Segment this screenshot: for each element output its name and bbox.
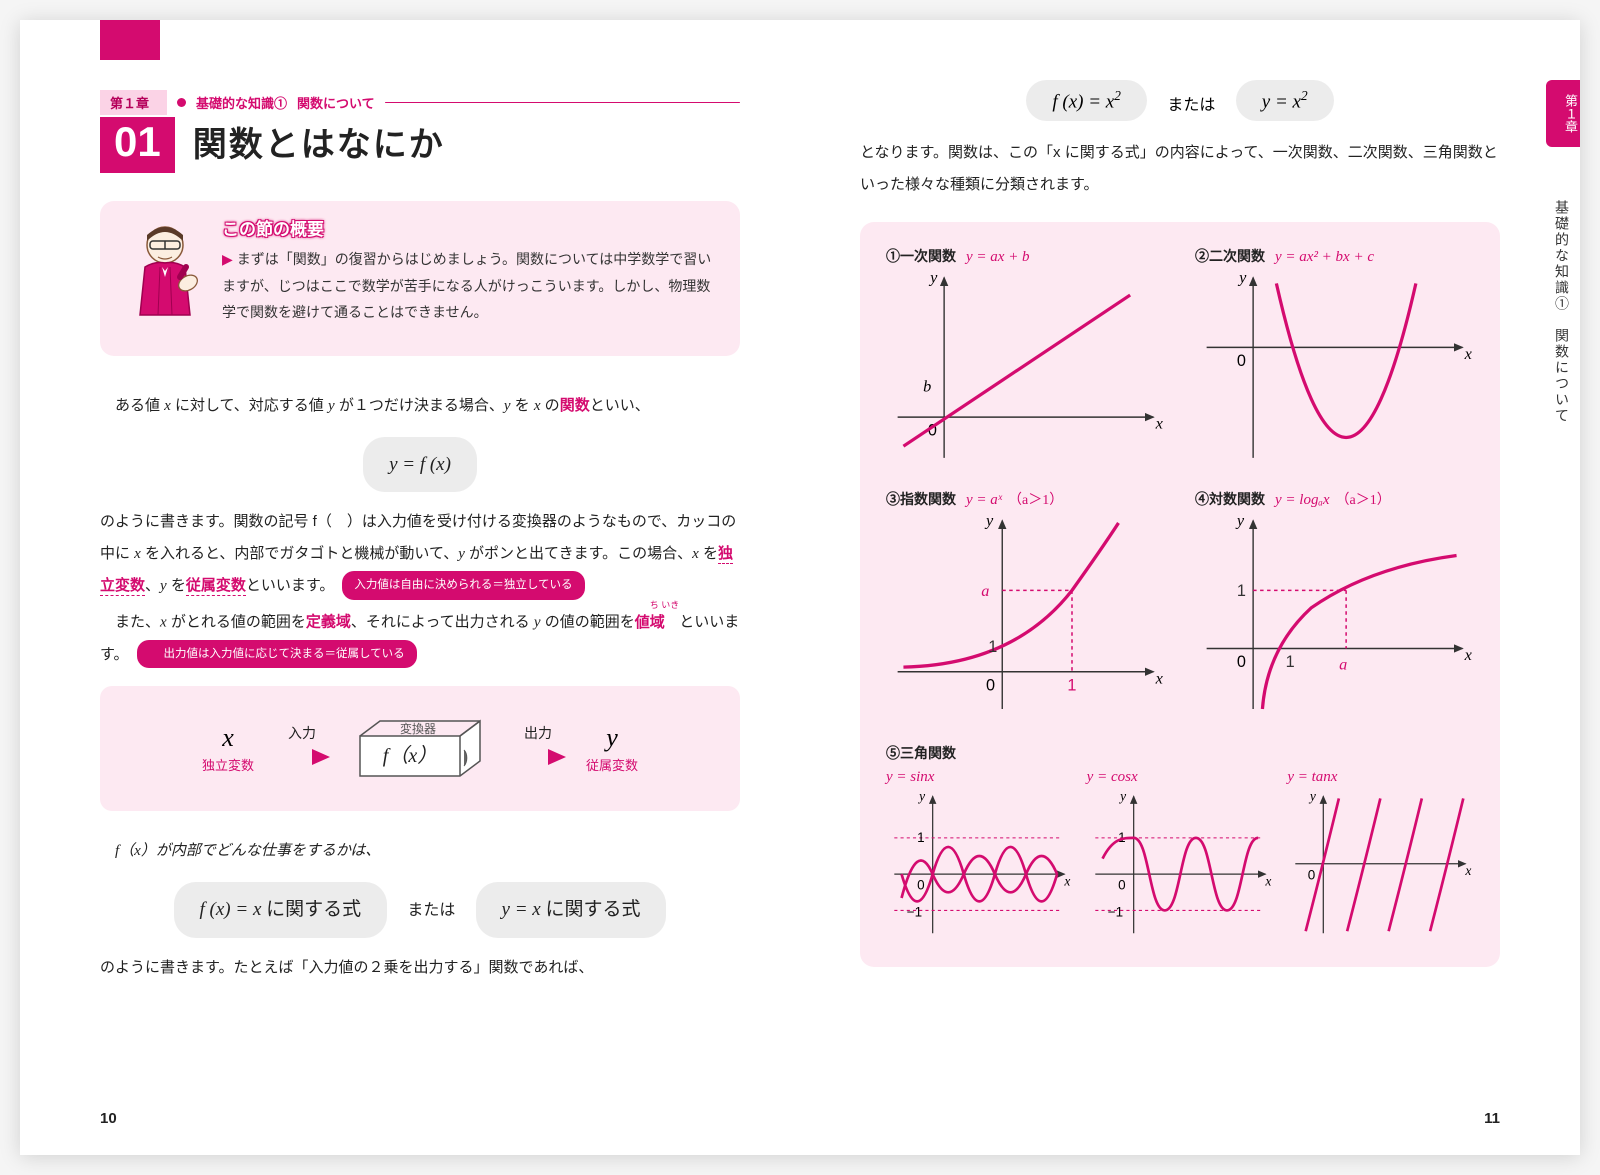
svg-text:b: b [923, 378, 931, 396]
svg-text:0: 0 [986, 676, 995, 694]
fb-output-var: y 従属変数 [586, 723, 638, 774]
p3: また、x がとれる値の範囲を定義域、それによって出力される y の値の範囲をち … [100, 603, 740, 671]
overview-content: この節の概要 ▶まずは「関数」の復習からはじめましょう。関数については中学数学で… [222, 215, 720, 340]
svg-text:f（x）: f（x） [383, 744, 437, 767]
p4: f（x）が内部でどんな仕事をするかは、 [100, 835, 740, 868]
svg-text:y: y [1235, 511, 1245, 529]
formula-y-x2: y = x2 [1236, 80, 1334, 121]
chart-logarithmic: ④対数関数y = logₐx（a＞1） x y 0 1 1 a [1195, 489, 1474, 723]
bc-dot-icon [177, 98, 186, 107]
page-spread: 第１章 基礎的な知識① 関数について 01 関数とはなにか [20, 20, 1580, 1155]
svg-text:1: 1 [988, 638, 997, 656]
svg-text:y: y [1118, 789, 1126, 804]
chart-exponential: ③指数関数y = aˣ（a＞1） x y 0 a 1 1 [886, 489, 1165, 723]
bc-knowledge: 基礎的な知識① [196, 93, 287, 112]
right-chapter-tab: 第１章 [1546, 80, 1580, 147]
chart-tan: y = tanx x y 0 [1287, 769, 1474, 947]
overview-title: この節の概要 [222, 215, 720, 240]
overview-body: ▶まずは「関数」の復習からはじめましょう。関数については中学数学で習いますが、じ… [222, 246, 720, 326]
formula-row-3: f (x) = x2 または y = x2 [860, 80, 1500, 121]
svg-text:−1: −1 [1107, 905, 1122, 920]
overview-box: この節の概要 ▶まずは「関数」の復習からはじめましょう。関数については中学数学で… [100, 201, 740, 356]
svg-text:x: x [1464, 345, 1473, 363]
page-left: 第１章 基礎的な知識① 関数について 01 関数とはなにか [20, 20, 800, 1155]
chart-row-2: ③指数関数y = aˣ（a＞1） x y 0 a 1 1 [886, 489, 1474, 723]
svg-text:x: x [1155, 415, 1164, 433]
svg-text:y: y [928, 269, 938, 287]
formula-row-2: f (x) = x に関する式 または y = x に関する式 [100, 882, 740, 938]
chart-trig-section: ⑤三角関数 y = sinx x y 0 1 −1 [886, 743, 1474, 947]
bc-topic: 関数について [297, 93, 375, 112]
svg-text:変換器: 変換器 [400, 721, 436, 736]
svg-text:a: a [981, 582, 989, 600]
chart-sin: y = sinx x y 0 1 −1 [886, 769, 1073, 947]
chapter-tab [100, 20, 160, 60]
svg-text:0: 0 [917, 878, 925, 893]
right-subtitle: 基礎的な知識① 関数について [1552, 200, 1572, 424]
svg-text:1: 1 [917, 830, 925, 845]
callout-dependent: 出力値は入力値に応じて決まる＝従属している [137, 640, 417, 668]
page-number-left: 10 [100, 1110, 117, 1127]
p2: のように書きます。関数の記号 f（ ）は入力値を受け付ける変換器のようなもので、… [100, 506, 740, 603]
function-box-diagram: x 独立変数 入力 変換器 f（x） 出力 y [100, 686, 740, 811]
chart-panel: ①一次関数y = ax + b x y 0 b ②二次関数y = ax² + b… [860, 222, 1500, 966]
formula-fx-x2: f (x) = x2 [1026, 80, 1147, 121]
section-header: 01 関数とはなにか [100, 117, 740, 173]
p5: のように書きます。たとえば「入力値の２乗を出力する」関数であれば、 [100, 952, 740, 984]
svg-text:0: 0 [1237, 653, 1246, 671]
body-text-2: f（x）が内部でどんな仕事をするかは、 f (x) = x に関する式 または … [100, 835, 740, 983]
svg-text:x: x [1465, 863, 1472, 878]
chart-linear: ①一次関数y = ax + b x y 0 b [886, 246, 1165, 469]
body-text: ある値 x に対して、対応する値 y が１つだけ決まる場合、y を x の関数と… [100, 390, 740, 670]
svg-text:0: 0 [1308, 868, 1316, 883]
svg-text:y: y [1308, 789, 1316, 804]
right-p1: となります。関数は、この「x に関する式」の内容によって、一次関数、二次関数、三… [860, 137, 1500, 200]
bc-chapter: 第１章 [100, 90, 167, 115]
formula-yfx: y = f (x) [100, 437, 740, 493]
chart-cos: y = cosx x y 0 1 −1 [1087, 769, 1274, 947]
formula-fx-expr: f (x) = x に関する式 [174, 882, 388, 938]
page-right: 第１章 基礎的な知識① 関数について f (x) = x2 または y = x2… [800, 20, 1580, 1155]
breadcrumb: 第１章 基礎的な知識① 関数について [100, 90, 740, 115]
teacher-illustration [120, 215, 210, 340]
svg-text:y: y [917, 789, 925, 804]
chart-row-1: ①一次関数y = ax + b x y 0 b ②二次関数y = ax² + b… [886, 246, 1474, 469]
svg-text:0: 0 [1118, 878, 1126, 893]
right-body: となります。関数は、この「x に関する式」の内容によって、一次関数、二次関数、三… [860, 137, 1500, 200]
svg-text:x: x [1063, 874, 1070, 889]
page-number-right: 11 [1484, 1110, 1500, 1127]
svg-text:−1: −1 [907, 905, 922, 920]
p1: ある値 x に対して、対応する値 y が１つだけ決まる場合、y を x の関数と… [100, 390, 740, 423]
svg-text:1: 1 [1286, 653, 1295, 671]
formula-y-expr: y = x に関する式 [476, 882, 667, 938]
fb-input-var: x 独立変数 [202, 723, 254, 774]
svg-text:a: a [1339, 655, 1347, 673]
svg-text:1: 1 [1237, 582, 1246, 600]
converter-box: 変換器 f（x） [350, 706, 490, 791]
svg-text:x: x [1155, 669, 1164, 687]
svg-text:y: y [984, 511, 994, 529]
svg-text:x: x [1264, 874, 1271, 889]
svg-text:y: y [1237, 269, 1247, 287]
svg-text:0: 0 [1237, 352, 1246, 370]
fb-arrow-in: 入力 [272, 723, 332, 774]
callout-independent: 入力値は自由に決められる＝独立している [342, 571, 584, 599]
fb-arrow-out: 出力 [508, 723, 568, 774]
svg-text:x: x [1464, 646, 1473, 664]
section-number: 01 [100, 117, 175, 173]
svg-text:1: 1 [1067, 676, 1076, 694]
chart-quadratic: ②二次関数y = ax² + bx + c x y 0 [1195, 246, 1474, 469]
bc-line [385, 102, 740, 104]
section-title: 関数とはなにか [193, 117, 445, 166]
